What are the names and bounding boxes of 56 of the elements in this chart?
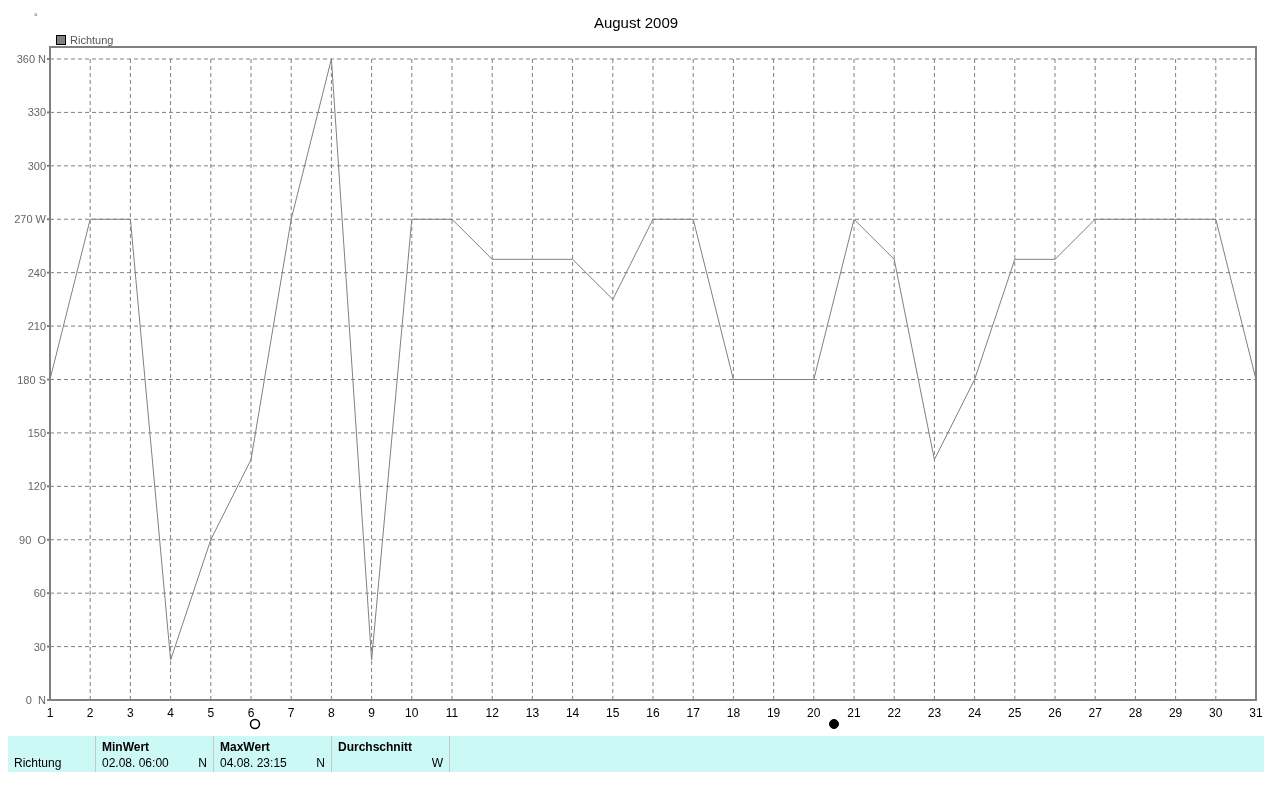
y-tick-label: 330 [27,106,46,119]
x-tick-label: 22 [887,705,902,720]
y-tick-label: 30 [33,640,46,653]
x-tick-label: 19 [766,705,781,720]
x-tick-label: 13 [525,705,540,720]
x-tick-label: 3 [127,705,135,720]
x-tick-label: 26 [1048,705,1062,720]
x-tick-label: 27 [1088,705,1103,720]
y-tick-label: 210 [27,320,46,333]
x-tick-label: 4 [167,705,175,720]
y-tick-label: 240 [27,266,46,279]
y-tick-label: 60 [33,587,46,600]
x-tick-label: 6 [247,705,255,720]
y-tick-label: 300 [27,159,46,172]
text: N [198,756,207,770]
x-tick-label: 21 [847,705,861,720]
text: W [431,756,443,770]
chart-title: August 2009 [592,14,680,31]
text: N [316,756,325,770]
x-tick-label: 11 [445,705,459,720]
y-tick-label: 0 N [25,694,47,706]
y-axis-title: ° [34,12,38,22]
text: Durchschnitt [338,740,413,756]
x-tick-label: 8 [328,705,336,720]
text: 02.08. 06:00 [102,756,169,770]
x-tick-label: 15 [606,705,620,720]
x-tick-label: 9 [368,705,376,720]
text: Richtung [14,756,62,770]
y-tick-label: 120 [27,480,46,493]
x-tick-label: 12 [485,705,500,720]
y-tick-label: 90 O [19,533,47,546]
x-tick-label: 10 [405,705,419,720]
y-tick-label: 150 [27,426,46,439]
x-tick-label: 25 [1008,705,1022,720]
x-tick-label: 24 [967,705,982,720]
x-tick-label: 18 [726,705,741,720]
x-tick-label: 23 [927,705,942,720]
x-tick-label: 14 [565,705,580,720]
legend-label: Richtung [69,34,114,46]
x-tick-label: 16 [646,705,660,720]
text: MinWert [102,740,151,756]
y-tick-label: 360 N [16,53,47,65]
x-tick-label: 17 [686,705,701,720]
text: MaxWert [220,740,271,756]
y-tick-label: 180 S [17,373,46,386]
x-tick-label: 28 [1128,705,1143,720]
x-tick-label: 30 [1209,705,1223,720]
x-tick-label: 29 [1168,705,1183,720]
x-tick-label: 5 [207,705,215,720]
x-tick-label: 2 [86,705,94,720]
text: 04.08. 23:15 [220,756,287,770]
y-tick-label: 270 W [14,213,47,226]
x-tick-label: 1 [46,705,54,720]
x-tick-label: 31 [1249,705,1263,720]
x-tick-label: 20 [807,705,821,720]
x-tick-label: 7 [287,705,295,720]
